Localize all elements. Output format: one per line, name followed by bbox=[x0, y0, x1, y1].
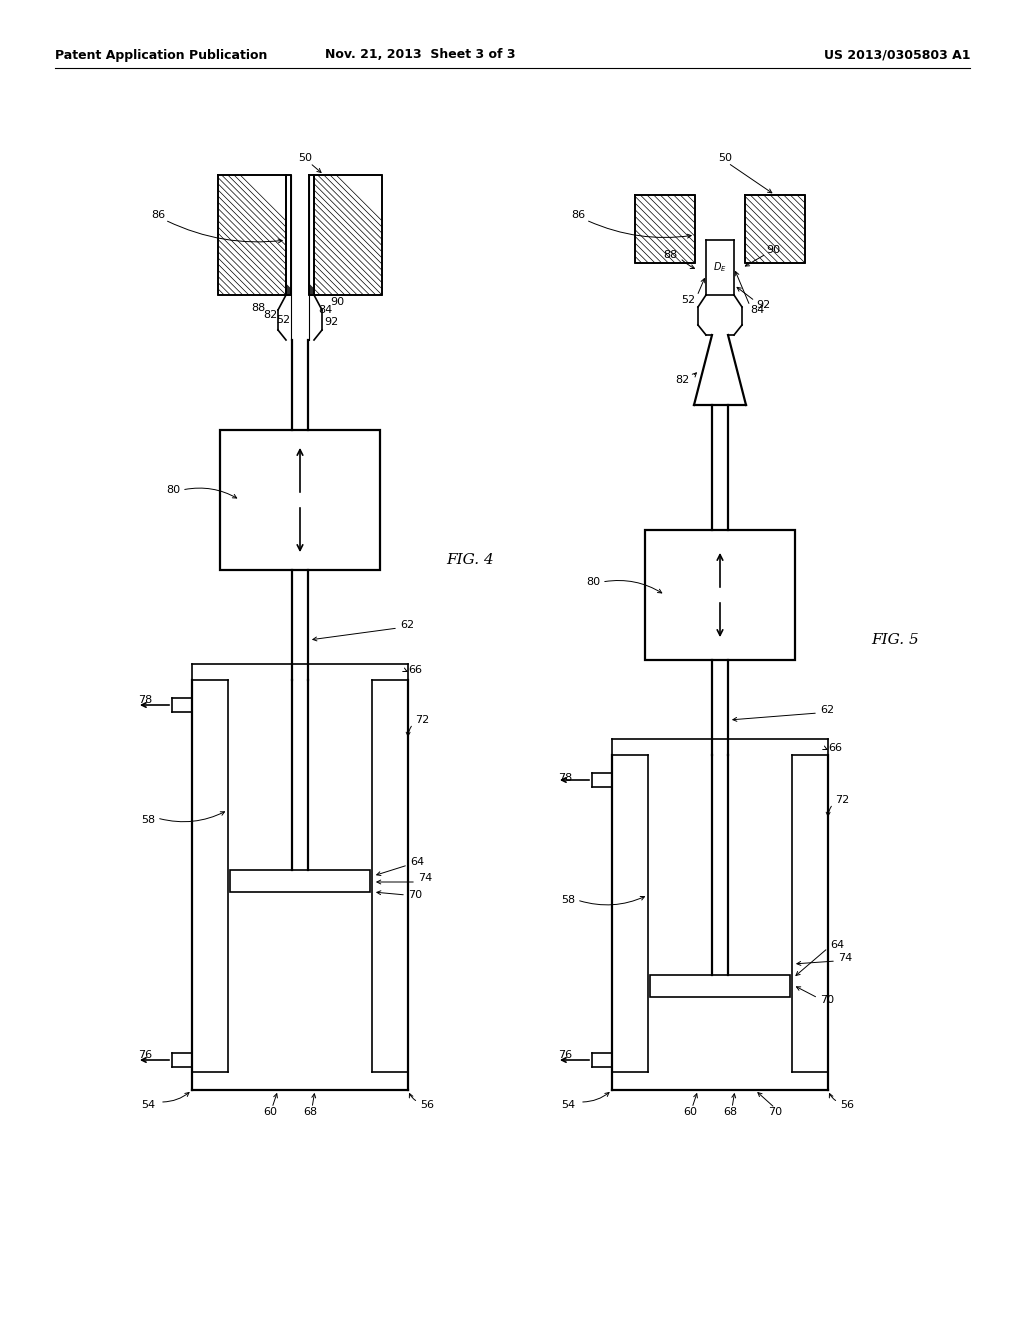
Bar bbox=[645, 531, 795, 660]
Text: 50: 50 bbox=[298, 153, 312, 162]
Bar bbox=[314, 176, 382, 294]
Text: 58: 58 bbox=[141, 814, 155, 825]
Text: 64: 64 bbox=[410, 857, 424, 867]
Text: 54: 54 bbox=[141, 1100, 155, 1110]
Text: 86: 86 bbox=[571, 210, 585, 220]
Text: US 2013/0305803 A1: US 2013/0305803 A1 bbox=[823, 49, 970, 62]
Bar bbox=[650, 975, 790, 997]
Bar bbox=[220, 430, 380, 570]
Text: 70: 70 bbox=[768, 1107, 782, 1117]
Text: 56: 56 bbox=[840, 1100, 854, 1110]
Text: 54: 54 bbox=[561, 1100, 575, 1110]
Text: 76: 76 bbox=[558, 1049, 572, 1060]
Text: 90: 90 bbox=[330, 297, 344, 308]
Text: 66: 66 bbox=[828, 743, 842, 752]
Text: Patent Application Publication: Patent Application Publication bbox=[55, 49, 267, 62]
Text: 62: 62 bbox=[400, 620, 414, 630]
Text: 60: 60 bbox=[263, 1107, 278, 1117]
Bar bbox=[286, 176, 291, 294]
Text: 52: 52 bbox=[681, 294, 695, 305]
Text: 52: 52 bbox=[275, 315, 290, 325]
Text: 50: 50 bbox=[718, 153, 732, 162]
Text: 88: 88 bbox=[252, 304, 266, 313]
Bar bbox=[230, 870, 370, 892]
Text: 86: 86 bbox=[151, 210, 165, 220]
Text: 60: 60 bbox=[683, 1107, 697, 1117]
Bar bbox=[218, 176, 286, 294]
Text: 68: 68 bbox=[723, 1107, 737, 1117]
Text: 62: 62 bbox=[820, 705, 835, 715]
Text: 82: 82 bbox=[676, 375, 690, 385]
Text: Nov. 21, 2013  Sheet 3 of 3: Nov. 21, 2013 Sheet 3 of 3 bbox=[325, 49, 515, 62]
Text: 56: 56 bbox=[420, 1100, 434, 1110]
Text: 74: 74 bbox=[418, 873, 432, 883]
Bar bbox=[309, 176, 314, 294]
Text: 92: 92 bbox=[756, 300, 770, 310]
Text: 70: 70 bbox=[408, 890, 422, 900]
Text: 64: 64 bbox=[830, 940, 844, 950]
Text: 88: 88 bbox=[664, 249, 678, 260]
Text: 84: 84 bbox=[318, 305, 332, 315]
Text: 82: 82 bbox=[264, 310, 278, 319]
Text: 70: 70 bbox=[820, 995, 835, 1005]
Text: 76: 76 bbox=[138, 1049, 152, 1060]
Text: 92: 92 bbox=[324, 317, 338, 327]
Text: 58: 58 bbox=[561, 895, 575, 906]
Text: 84: 84 bbox=[750, 305, 764, 315]
Text: 80: 80 bbox=[166, 484, 180, 495]
Text: 80: 80 bbox=[586, 577, 600, 587]
Text: 90: 90 bbox=[766, 246, 780, 255]
Bar bbox=[745, 195, 805, 263]
Text: 78: 78 bbox=[138, 696, 152, 705]
Text: 66: 66 bbox=[408, 665, 422, 675]
Text: FIG. 5: FIG. 5 bbox=[871, 634, 919, 647]
Bar bbox=[635, 195, 695, 263]
Text: 68: 68 bbox=[303, 1107, 317, 1117]
Text: 72: 72 bbox=[835, 795, 849, 805]
Text: $D_E$: $D_E$ bbox=[713, 260, 727, 275]
Text: 72: 72 bbox=[415, 715, 429, 725]
Text: 78: 78 bbox=[558, 774, 572, 783]
Text: 74: 74 bbox=[838, 953, 852, 964]
Text: FIG. 4: FIG. 4 bbox=[446, 553, 494, 568]
